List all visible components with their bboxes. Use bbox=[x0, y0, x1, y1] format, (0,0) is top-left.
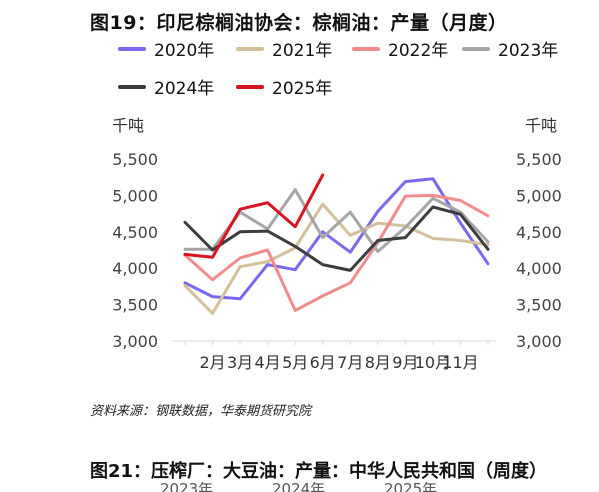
y-tick-label-right: 3,500 bbox=[516, 296, 562, 315]
legend-item: 2020年 bbox=[118, 36, 214, 61]
legend-swatch bbox=[236, 84, 264, 89]
series-lines bbox=[183, 173, 490, 315]
y-tick-label-left: 5,500 bbox=[112, 150, 158, 169]
next-legend-item: 2023年 bbox=[160, 482, 214, 492]
next-figure-title: 图21：压榨厂：大豆油：产量：中华人民共和国（周度） bbox=[90, 461, 548, 482]
y-axis-unit-right: 千吨 bbox=[525, 116, 557, 135]
chart-title: 图19：印尼棕榈油协会：棕榈油：产量（月度） bbox=[90, 12, 508, 34]
y-tick-label-right: 5,500 bbox=[516, 150, 562, 169]
y-tick-label-right: 3,000 bbox=[516, 332, 562, 351]
y-tick-label-right: 4,000 bbox=[516, 259, 562, 278]
x-tick-label: 4月 bbox=[255, 353, 281, 372]
y-tick-label-left: 4,000 bbox=[112, 259, 158, 278]
legend-swatch bbox=[118, 84, 146, 89]
x-tick-label: 2月 bbox=[199, 353, 225, 372]
legend-item: 2022年 bbox=[352, 36, 448, 61]
legend-label: 2021年 bbox=[272, 41, 333, 61]
series-line-2025年 bbox=[183, 173, 325, 259]
legend-swatch bbox=[236, 46, 264, 51]
legend-swatch bbox=[462, 46, 490, 51]
legend-label: 2023年 bbox=[498, 41, 559, 61]
legend-item: 2023年 bbox=[462, 36, 558, 61]
legend-label: 2025年 bbox=[272, 79, 333, 99]
x-tick-label: 11月 bbox=[442, 353, 478, 372]
y-axis-right: 3,000 3,500 4,000 4,500 5,000 5,500 bbox=[516, 150, 562, 351]
y-tick-label-left: 3,000 bbox=[112, 332, 158, 351]
x-tick-label: 5月 bbox=[282, 353, 308, 372]
x-tick-label: 9月 bbox=[392, 353, 418, 372]
legend-item: 2021年 bbox=[236, 36, 332, 61]
y-tick-label-left: 4,500 bbox=[112, 223, 158, 242]
next-legend-item: 2024年 bbox=[272, 482, 326, 492]
y-axis-left: 3,000 3,500 4,000 4,500 5,000 5,500 bbox=[112, 150, 158, 351]
y-tick-label-left: 3,500 bbox=[112, 296, 158, 315]
legend-swatch bbox=[118, 46, 146, 51]
y-tick-label-right: 4,500 bbox=[516, 223, 562, 242]
x-tick-label: 6月 bbox=[310, 353, 336, 372]
series-line-2021年 bbox=[183, 202, 490, 315]
x-tick-label: 8月 bbox=[365, 353, 391, 372]
x-tick-label: 7月 bbox=[337, 353, 363, 372]
x-tick-label: 10月 bbox=[415, 353, 451, 372]
y-tick-label-left: 5,000 bbox=[112, 186, 158, 205]
legend-item: 2025年 bbox=[236, 74, 332, 99]
y-tick-label-right: 5,000 bbox=[516, 186, 562, 205]
x-tick-label: 3月 bbox=[227, 353, 253, 372]
legend-swatch bbox=[352, 46, 380, 51]
series-line-2022年 bbox=[183, 193, 490, 312]
series-line-2020年 bbox=[183, 177, 490, 301]
legend-label: 2024年 bbox=[154, 79, 215, 99]
legend-item: 2024年 bbox=[118, 74, 214, 99]
legend-label: 2022年 bbox=[388, 41, 449, 61]
next-figure-legend-fragment: 2023年 2024年 2025年 bbox=[160, 482, 460, 492]
next-legend-item: 2025年 bbox=[384, 482, 438, 492]
y-axis-unit-left: 千吨 bbox=[112, 116, 144, 135]
series-line-2024年 bbox=[183, 205, 490, 272]
legend-label: 2020年 bbox=[154, 41, 215, 61]
source-note: 资料来源：钢联数据，华泰期货研究院 bbox=[90, 404, 312, 419]
